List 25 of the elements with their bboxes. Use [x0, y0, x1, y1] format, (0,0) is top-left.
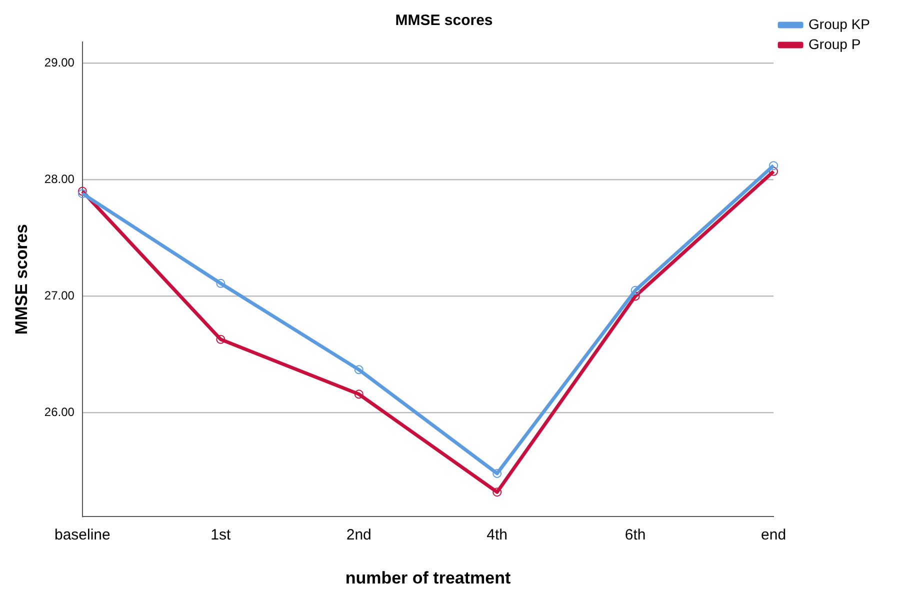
chart-title: MMSE scores: [395, 12, 493, 30]
x-tick-label: 2nd: [346, 526, 372, 544]
x-axis-title: number of treatment: [345, 568, 511, 588]
point: [492, 488, 502, 497]
point: [216, 278, 226, 288]
y-tick-label: 27.00: [44, 288, 75, 303]
y-axis-title: MMSE scores: [12, 224, 31, 335]
legend-label: Group P: [808, 36, 861, 52]
point: [492, 468, 502, 478]
point: [78, 189, 87, 198]
legend-label: Group KP: [808, 16, 870, 32]
point: [354, 390, 364, 399]
point: [216, 334, 226, 344]
point: [354, 365, 364, 374]
point: [769, 161, 778, 170]
point: [78, 186, 87, 196]
point: [630, 286, 640, 295]
x-tick-label: 6th: [624, 526, 646, 544]
y-tick-label: 29.00: [44, 55, 75, 70]
x-tick-label: end: [761, 526, 786, 544]
x-tick-label: baseline: [54, 526, 110, 544]
y-tick-label: 28.00: [44, 172, 75, 186]
x-tick-label: 1st: [210, 526, 232, 544]
y-tick-label: 26.00: [44, 405, 75, 420]
x-tick-label: 4th: [486, 526, 508, 544]
